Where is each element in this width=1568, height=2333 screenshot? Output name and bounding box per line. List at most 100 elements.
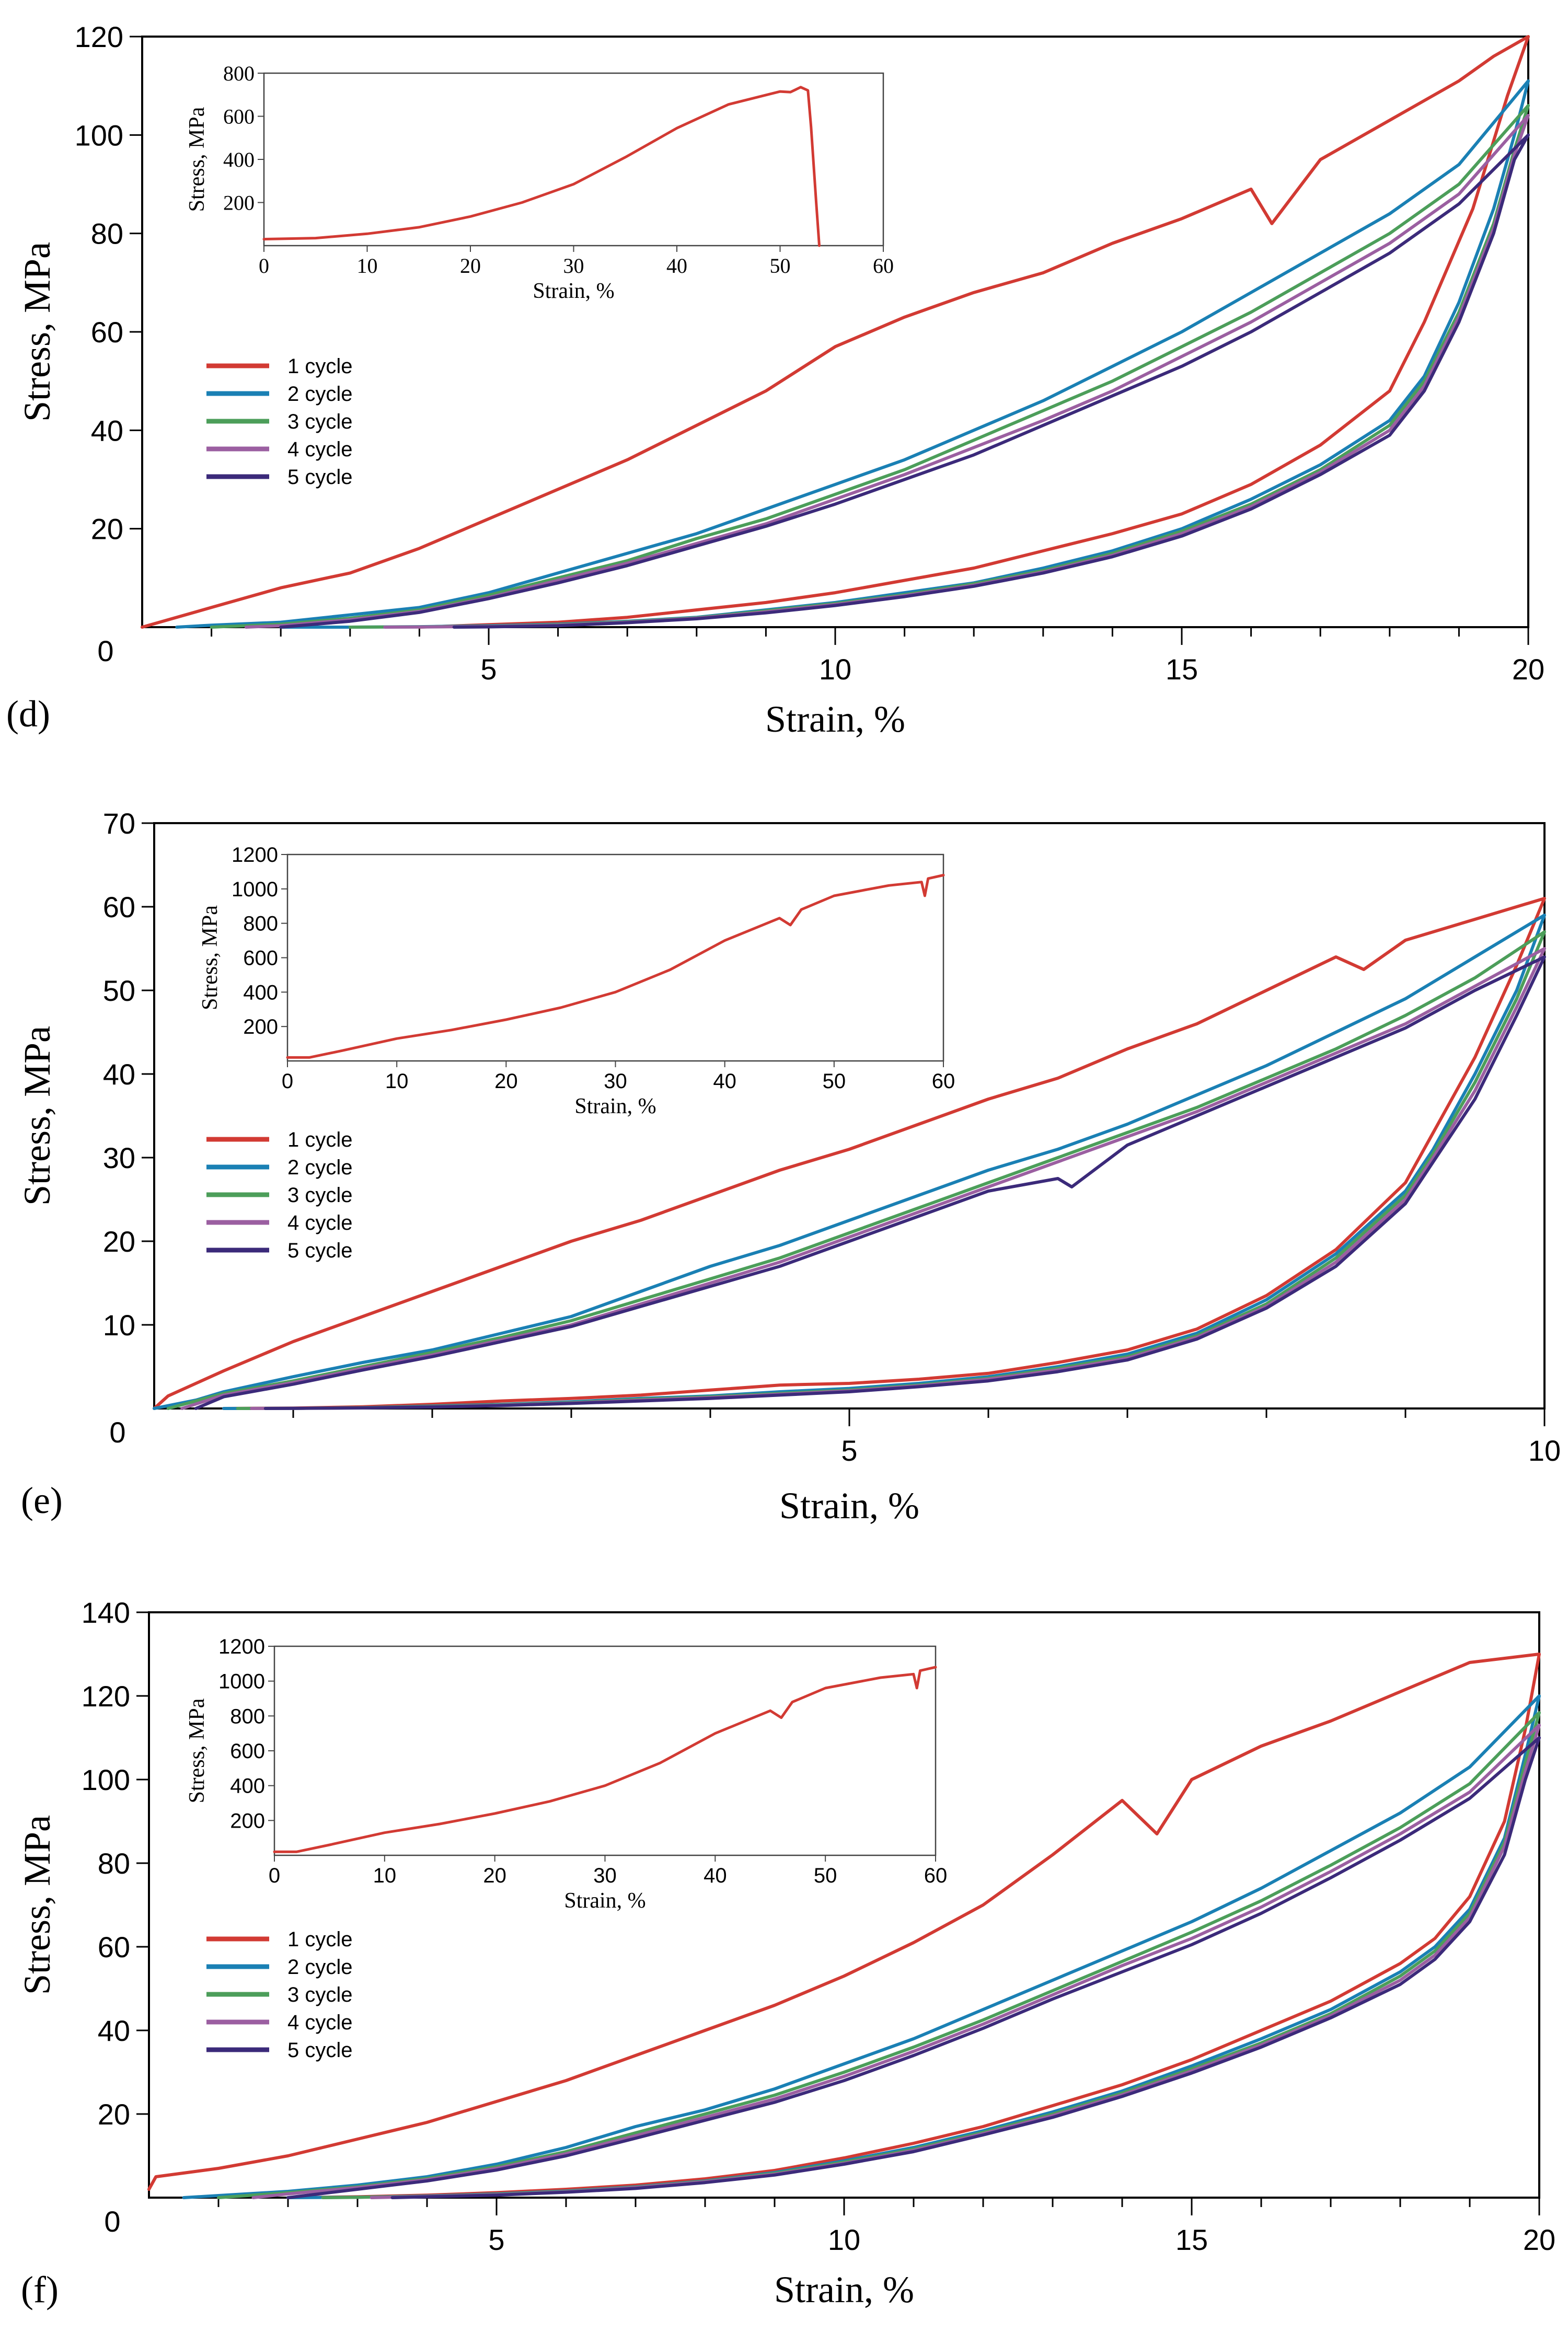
legend-entry: 2 cycle — [287, 383, 353, 406]
x-tick-label: 5 — [480, 653, 497, 686]
inset-y-tick-label: 1000 — [232, 878, 278, 901]
legend-entry: 5 cycle — [287, 466, 353, 489]
legend-entry: 4 cycle — [287, 2011, 353, 2034]
y-tick-label: 40 — [103, 1058, 135, 1091]
legend: 1 cycle 2 cycle 3 cycle 4 cycle 5 cycle — [206, 355, 353, 489]
x-tick-label: 20 — [1523, 2223, 1555, 2256]
inset-frame — [263, 72, 884, 247]
inset-y-tick-label: 1000 — [218, 1670, 265, 1693]
x-tick-label: 10 — [1528, 1434, 1561, 1467]
inset-x-axis-label: Strain, % — [533, 279, 614, 303]
y-tick-label: 80 — [91, 217, 123, 250]
inset-y-axis-label: Stress, MPa — [185, 107, 209, 212]
inset-series-1 — [286, 874, 945, 1059]
x-tick-label: 15 — [1175, 2223, 1208, 2256]
inset-x-axis-label: Strain, % — [564, 1889, 645, 1913]
inset-x-tick-label: 40 — [666, 254, 687, 278]
x-axis-label: Strain, % — [779, 1485, 919, 1527]
legend-entry: 5 cycle — [287, 2039, 353, 2062]
inset-x-tick-label: 10 — [373, 1864, 397, 1887]
y-tick-label: 20 — [98, 2098, 130, 2131]
inset-y-tick-label: 600 — [243, 947, 278, 970]
panel-label: (e) — [21, 1480, 63, 1521]
y-axis-label: Stress, MPa — [16, 1026, 58, 1206]
x-tick-label: 5 — [841, 1434, 857, 1467]
legend-entry: 5 cycle — [287, 1239, 353, 1262]
inset-x-tick-label: 50 — [814, 1864, 837, 1887]
y-tick-label: 100 — [82, 1763, 130, 1796]
y-tick-label: 140 — [82, 1596, 130, 1629]
y-tick-label: 40 — [98, 2014, 130, 2047]
legend-entry: 3 cycle — [287, 1983, 353, 2006]
legend-entry: 1 cycle — [287, 1128, 353, 1151]
inset-x-tick-label: 10 — [385, 1070, 409, 1093]
inset-y-tick-label: 200 — [223, 191, 255, 215]
y-axis-label: Stress, MPa — [16, 1815, 58, 1995]
legend-entry: 2 cycle — [287, 1956, 353, 1979]
inset-x-tick-label: 30 — [604, 1070, 627, 1093]
x-axis-label: Strain, % — [765, 698, 905, 740]
x-tick-label: 10 — [828, 2223, 860, 2256]
inset-x-tick-label: 60 — [932, 1070, 955, 1093]
inset-x-tick-label: 50 — [823, 1070, 846, 1093]
inset-y-tick-label: 800 — [230, 1705, 265, 1728]
y-tick-label: 120 — [75, 20, 123, 53]
inset-y-tick-label: 1200 — [218, 1635, 265, 1658]
y-tick-label: 20 — [103, 1225, 135, 1258]
origin-label: 0 — [104, 2205, 120, 2238]
y-tick-label: 60 — [91, 316, 123, 349]
legend-entry: 4 cycle — [287, 438, 353, 461]
inset-x-tick-label: 40 — [704, 1864, 727, 1887]
inset-x-tick-label: 20 — [494, 1070, 518, 1093]
legend-entry: 3 cycle — [287, 1184, 353, 1207]
inset-y-tick-label: 1200 — [232, 844, 278, 867]
inset-series-1 — [262, 86, 821, 247]
legend: 1 cycle 2 cycle 3 cycle 4 cycle 5 cycle — [206, 1928, 353, 2062]
inset-series-1 — [273, 1666, 937, 1853]
inset-x-axis-label: Strain, % — [574, 1094, 656, 1118]
inset-x-tick-label: 0 — [269, 1864, 280, 1887]
inset-y-tick-label: 400 — [223, 148, 255, 171]
y-tick-label: 70 — [103, 807, 135, 840]
inset-x-tick-label: 50 — [770, 254, 791, 278]
inset-x-tick-label: 0 — [259, 254, 269, 278]
inset-x-tick-label: 20 — [460, 254, 481, 278]
inset-x-tick-label: 30 — [563, 254, 584, 278]
x-tick-label: 5 — [488, 2223, 504, 2256]
y-tick-label: 60 — [98, 1931, 130, 1964]
inset-x-tick-label: 10 — [357, 254, 378, 278]
inset-x-tick-label: 0 — [282, 1070, 293, 1093]
y-tick-label: 60 — [103, 891, 135, 923]
inset-y-tick-label: 600 — [230, 1740, 265, 1763]
inset-x-tick-label: 30 — [593, 1864, 617, 1887]
x-tick-label: 10 — [819, 653, 851, 686]
y-tick-label: 50 — [103, 974, 135, 1007]
inset-chart: 0 10 20 30 40 50 60 200 400 600 800 1000 1200 Strain,… — [185, 1635, 947, 1913]
x-axis-label: Strain, % — [774, 2269, 914, 2311]
inset-y-tick-label: 200 — [230, 1809, 265, 1832]
y-tick-label: 80 — [98, 1847, 130, 1880]
main-series-5 — [286, 1736, 1541, 2199]
y-axis-label: Stress, MPa — [16, 242, 58, 422]
inset-frame — [273, 1645, 937, 1856]
inset-y-tick-label: 400 — [230, 1775, 265, 1798]
main-series-5 — [279, 133, 1530, 629]
y-tick-label: 100 — [75, 119, 123, 152]
inset-x-tick-label: 40 — [713, 1070, 736, 1093]
legend: 1 cycle 2 cycle 3 cycle 4 cycle 5 cycle — [206, 1128, 353, 1262]
inset-y-tick-label: 200 — [243, 1015, 278, 1038]
y-tick-label: 120 — [82, 1680, 130, 1713]
inset-x-tick-label: 60 — [924, 1864, 948, 1887]
origin-label: 0 — [109, 1416, 125, 1449]
inset-y-tick-label: 400 — [243, 981, 278, 1004]
legend-entry: 2 cycle — [287, 1156, 353, 1179]
y-tick-label: 30 — [103, 1141, 135, 1174]
panel-label: (f) — [21, 2269, 59, 2311]
y-tick-label: 20 — [91, 513, 123, 546]
inset-frame — [286, 853, 944, 1062]
inset-y-tick-label: 600 — [223, 105, 255, 129]
main-series-1 — [153, 897, 1546, 1410]
